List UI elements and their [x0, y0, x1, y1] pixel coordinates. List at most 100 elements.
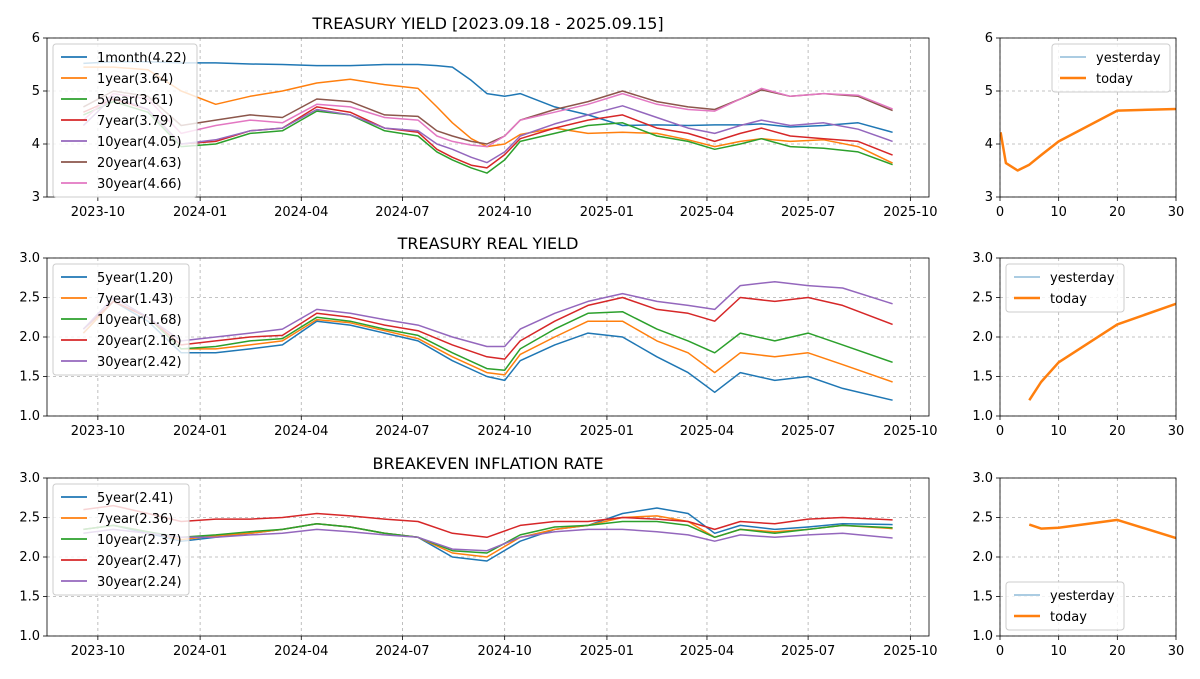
series-line-30year-2-24- [83, 528, 893, 552]
y-tick-label: 4 [985, 137, 993, 152]
legend-label: 10year(2.37) [97, 533, 182, 548]
series-line-20year-4-63- [83, 89, 893, 145]
legend: yesterday today [1051, 43, 1171, 93]
legend-label: 7year(1.43) [97, 292, 173, 307]
x-tick-label: 2025-01 [580, 644, 634, 659]
series-line-today [1000, 107, 1176, 172]
series-line-20year-2-47- [83, 504, 893, 539]
x-tick-label: 2024-01 [173, 644, 227, 659]
x-tick-label: 10 [1050, 424, 1067, 439]
y-tick-label: 1.5 [19, 370, 40, 385]
legend-label: 1month(4.22) [97, 51, 187, 66]
y-tick-label: 2.5 [19, 291, 40, 306]
legend-box [1005, 263, 1125, 313]
x-tick-label: 2025-01 [580, 424, 634, 439]
legend-label: 30year(4.66) [97, 177, 182, 192]
legend-label: 10year(1.68) [97, 313, 182, 328]
legend-label: 5year(2.41) [97, 491, 173, 506]
legend: 1month(4.22) 1year(3.64) 5year(3.61) 7year(… [52, 43, 198, 198]
x-tick-label: 2024-04 [274, 644, 328, 659]
y-tick-label: 4 [32, 137, 40, 152]
x-tick-label: 2025-10 [883, 424, 937, 439]
y-tick-label: 3.0 [972, 471, 993, 486]
x-tick-label: 2023-10 [71, 424, 125, 439]
series-line-7year-3-79- [83, 98, 893, 169]
y-tick-label: 1.0 [972, 409, 993, 424]
x-tick-label: 2025-07 [781, 205, 835, 220]
x-tick-label: 2025-07 [781, 644, 835, 659]
series-line-today [1028, 518, 1176, 540]
x-tick-label: 20 [1109, 424, 1126, 439]
legend-box [52, 263, 190, 376]
plot-frame [46, 477, 930, 637]
y-tick-label: 1.0 [972, 629, 993, 644]
x-tick-label: 2025-01 [580, 205, 634, 220]
legend-label: 30year(2.42) [97, 355, 182, 370]
chart-panel-1: 3 4 5 6 0 10 20 30 yesterday today [985, 31, 1185, 220]
series-line-yesterday [1028, 303, 1176, 401]
legend-label: 20year(4.63) [97, 156, 182, 171]
legend-label: yesterday [1050, 589, 1115, 604]
series-line-20year-2-16- [82, 296, 893, 360]
series-line-1month-4-22- [83, 61, 893, 134]
legend-label: 20year(2.16) [97, 334, 182, 349]
series-line-10year-4-05- [82, 95, 893, 164]
x-tick-label: 2025-04 [680, 644, 734, 659]
x-tick-label: 2024-10 [478, 644, 532, 659]
y-tick-label: 2.5 [972, 511, 993, 526]
y-tick-label: 3.0 [19, 471, 40, 486]
x-tick-label: 2024-04 [274, 424, 328, 439]
legend-label: 30year(2.24) [97, 575, 182, 590]
chart-panel-4: 1.0 1.5 2.0 2.5 3.0 2023-10 2024-01 2024-04 2024… [19, 454, 937, 659]
legend-box [1051, 43, 1171, 93]
x-tick-label: 2025-10 [883, 644, 937, 659]
legend: yesterday today [1005, 263, 1125, 313]
series-line-5year-1-20- [82, 300, 893, 401]
x-tick-label: 2024-10 [478, 424, 532, 439]
y-tick-label: 5 [32, 84, 40, 99]
y-tick-label: 2.0 [972, 550, 993, 565]
chart-title: BREAKEVEN INFLATION RATE [373, 454, 604, 473]
x-tick-label: 2024-01 [173, 424, 227, 439]
y-tick-label: 2.5 [972, 291, 993, 306]
series-line-30year-2-42- [82, 280, 893, 348]
legend-label: 7year(2.36) [97, 512, 173, 527]
y-tick-label: 1.5 [972, 590, 993, 605]
legend-label: today [1050, 292, 1087, 307]
y-tick-label: 3 [985, 190, 993, 205]
y-tick-label: 5 [985, 84, 993, 99]
x-tick-label: 30 [1168, 644, 1185, 659]
plot-frame [46, 37, 930, 198]
chart-panel-2: 1.0 1.5 2.0 2.5 3.0 2023-10 2024-01 2024-04 2024… [19, 234, 937, 439]
chart-panel-3: 1.0 1.5 2.0 2.5 3.0 0 10 20 30 yesterday today [972, 251, 1184, 439]
x-tick-label: 10 [1050, 205, 1067, 220]
x-tick-label: 2024-01 [173, 205, 227, 220]
x-tick-label: 2024-07 [375, 424, 429, 439]
x-tick-label: 2025-10 [883, 205, 937, 220]
y-tick-label: 1.0 [19, 409, 40, 424]
legend-label: 10year(4.05) [97, 135, 182, 150]
legend-label: 5year(3.61) [97, 93, 173, 108]
legend: yesterday today [1005, 581, 1125, 631]
series-line-30year-4-66- [82, 87, 893, 148]
legend-label: 20year(2.47) [97, 554, 182, 569]
series-line-5year-3-61- [83, 100, 893, 174]
chart-panel-0: 3 4 5 6 2023-10 2024-01 2024-04 2024-07 2024-10 2… [32, 14, 938, 220]
x-tick-label: 10 [1050, 644, 1067, 659]
x-tick-label: 20 [1109, 644, 1126, 659]
legend-box [1005, 581, 1125, 631]
y-tick-label: 1.0 [19, 629, 40, 644]
chart-title: TREASURY REAL YIELD [397, 234, 579, 253]
y-tick-label: 2.0 [19, 550, 40, 565]
chart-panel-5: 1.0 1.5 2.0 2.5 3.0 0 10 20 30 yesterday today [972, 471, 1184, 659]
series-line-7year-1-43- [82, 300, 893, 383]
y-tick-label: 3 [32, 190, 40, 205]
series-line-yesterday [1000, 108, 1176, 172]
x-tick-label: 30 [1168, 205, 1185, 220]
x-tick-label: 20 [1109, 205, 1126, 220]
y-tick-label: 1.5 [19, 590, 40, 605]
y-tick-label: 2.5 [19, 511, 40, 526]
y-tick-label: 1.5 [972, 370, 993, 385]
